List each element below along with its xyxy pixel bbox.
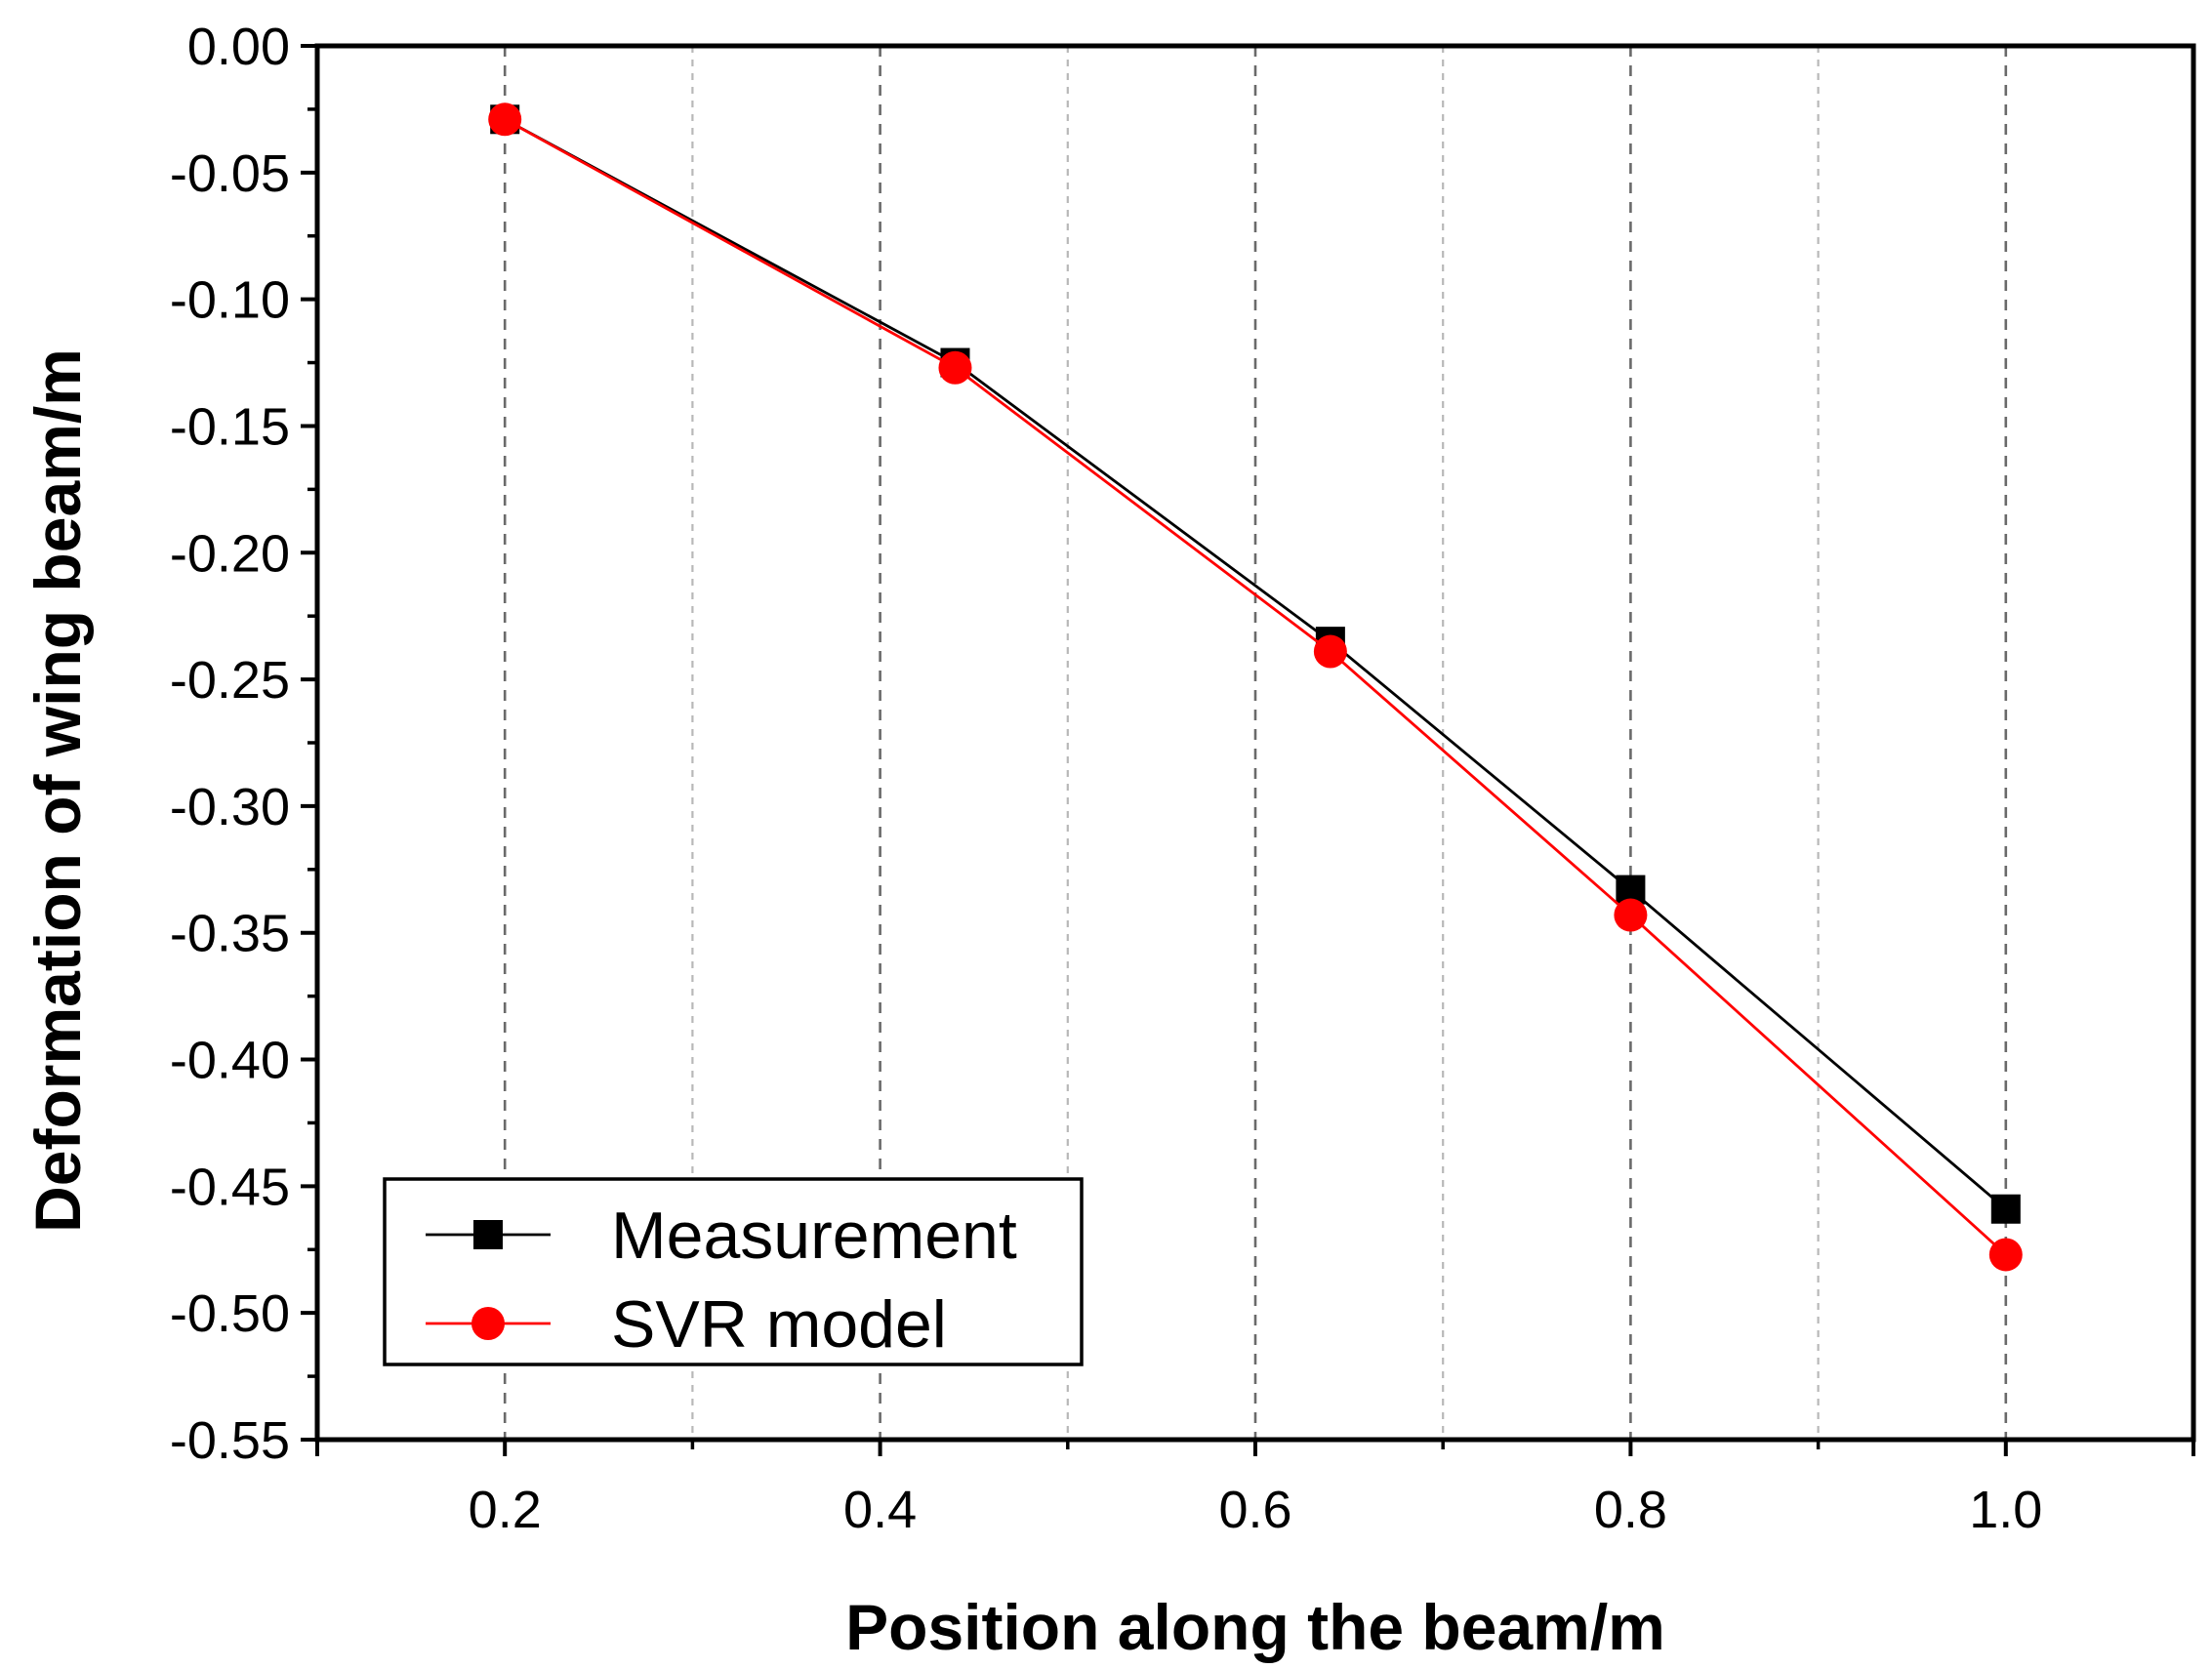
axes: 0.2 0.4 0.6 0.8 1.0 0.00 -0.05 -0.10 -0.15 -0.20 -… (170, 18, 2196, 1539)
svr-model-point-0 (488, 102, 522, 137)
svr-model-point-2 (1313, 634, 1347, 669)
x-tick-label-4: 1.0 (1969, 1481, 2042, 1539)
legend-label-1: SVR model (611, 1287, 947, 1362)
y-tick-label-7: -0.35 (170, 905, 290, 963)
y-tick-label-6: -0.30 (170, 778, 290, 836)
y-tick-label-10: -0.50 (170, 1284, 290, 1343)
svr-model-point-4 (1988, 1238, 2023, 1272)
y-tick-label-8: -0.40 (170, 1032, 290, 1090)
y-tick-label-11: -0.55 (170, 1411, 290, 1470)
legend-marker-circle (471, 1307, 505, 1340)
y-tick-label-5: -0.25 (170, 651, 290, 710)
legend-marker-square (473, 1220, 503, 1249)
svr-model-point-1 (938, 350, 972, 385)
series-layer (488, 102, 2023, 1272)
y-tick-label-1: -0.05 (170, 144, 290, 203)
legend-label-0: Measurement (611, 1199, 1017, 1273)
measurement-point-4 (1990, 1194, 2021, 1224)
x-tick-label-1: 0.4 (843, 1481, 917, 1539)
legend: Measurement SVR model (383, 1177, 1084, 1366)
x-tick-label-2: 0.6 (1218, 1481, 1291, 1539)
y-tick-label-3: -0.15 (170, 397, 290, 456)
x-tick-label-0: 0.2 (469, 1481, 542, 1539)
y-tick-label-2: -0.10 (170, 271, 290, 330)
y-tick-label-9: -0.45 (170, 1158, 290, 1216)
x-axis-title: Position along the beam/m (845, 1591, 1665, 1663)
svr-model-point-3 (1614, 898, 1648, 932)
y-tick-label-4: -0.20 (170, 524, 290, 583)
y-axis-title: Deformation of wing beam/m (21, 348, 94, 1233)
x-tick-label-3: 0.8 (1594, 1481, 1667, 1539)
y-tick-label-0: 0.00 (187, 18, 290, 76)
